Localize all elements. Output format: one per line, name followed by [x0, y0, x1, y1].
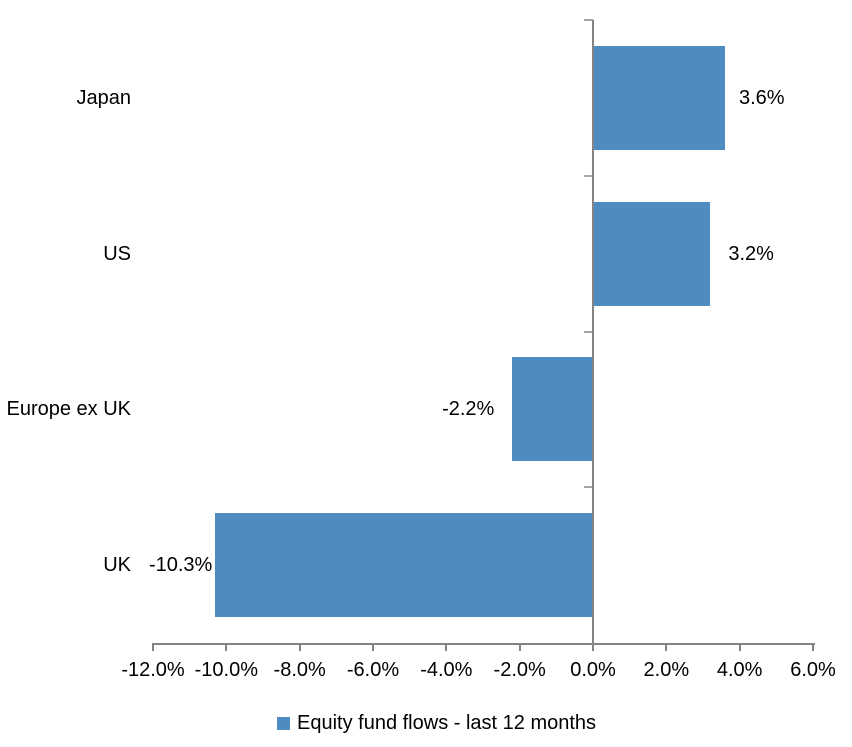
value-axis-tick: [298, 643, 301, 651]
bar-uk: [215, 513, 593, 618]
category-axis-tick: [584, 486, 593, 489]
value-axis-tick: [812, 643, 814, 651]
value-axis-line: [153, 643, 815, 645]
value-axis-tick: [518, 643, 521, 651]
value-axis-tick: [372, 643, 374, 651]
value-axis-tick-label: -6.0%: [346, 659, 400, 681]
bar-europe-ex-uk: [512, 357, 593, 462]
data-label-europe-ex-uk: -2.2%: [442, 398, 495, 421]
bar-japan: [593, 45, 725, 150]
category-axis-tick: [584, 330, 593, 333]
value-axis-tick-label: 6.0%: [790, 659, 836, 681]
category-axis-tick: [584, 19, 593, 21]
value-axis-tick: [592, 643, 594, 651]
category-label-japan: Japan: [76, 86, 132, 109]
value-axis-tick: [152, 643, 154, 651]
category-axis-tick: [584, 174, 593, 177]
value-axis-tick-label: -4.0%: [420, 659, 473, 681]
category-label-europe-ex-uk: Europe ex UK: [6, 398, 131, 421]
value-axis-tick-label: -8.0%: [273, 659, 326, 681]
data-label-uk: -10.3%: [148, 554, 213, 577]
category-label-us: US: [103, 242, 131, 265]
category-axis-line: [592, 20, 594, 643]
value-axis-tick-label: -2.0%: [493, 659, 546, 681]
value-axis-tick: [225, 643, 228, 651]
value-axis-tick: [738, 643, 741, 651]
value-axis-tick-label: -12.0%: [121, 659, 185, 681]
value-axis-tick-label: 0.0%: [570, 659, 616, 681]
value-axis-tick-label: 2.0%: [643, 659, 690, 681]
value-axis-tick-label: 4.0%: [716, 659, 763, 681]
category-label-uk: UK: [103, 554, 131, 577]
bar-us: [593, 201, 711, 306]
legend-label: Equity fund flows - last 12 months: [297, 712, 597, 734]
legend: Equity fund flows - last 12 months: [277, 711, 596, 735]
legend-swatch-icon: [277, 716, 290, 730]
value-axis-tick-label: -10.0%: [194, 659, 259, 681]
data-label-us: 3.2%: [728, 242, 774, 265]
value-axis-tick: [445, 643, 448, 651]
data-label-japan: 3.6%: [739, 86, 785, 109]
value-axis-tick: [665, 643, 668, 651]
